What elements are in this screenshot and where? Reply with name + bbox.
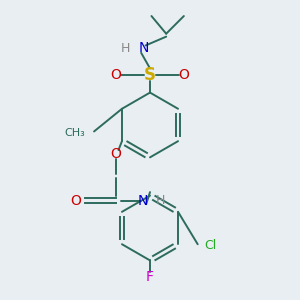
- Text: O: O: [70, 194, 81, 208]
- Text: F: F: [146, 270, 154, 284]
- Text: O: O: [111, 146, 122, 161]
- Text: O: O: [178, 68, 189, 82]
- Text: N: N: [138, 41, 149, 56]
- Text: O: O: [111, 68, 122, 82]
- Text: N: N: [137, 194, 148, 208]
- Text: S: S: [144, 66, 156, 84]
- Text: CH₃: CH₃: [64, 128, 85, 138]
- Text: H: H: [120, 42, 130, 55]
- Text: H: H: [156, 194, 165, 207]
- Text: Cl: Cl: [205, 239, 217, 252]
